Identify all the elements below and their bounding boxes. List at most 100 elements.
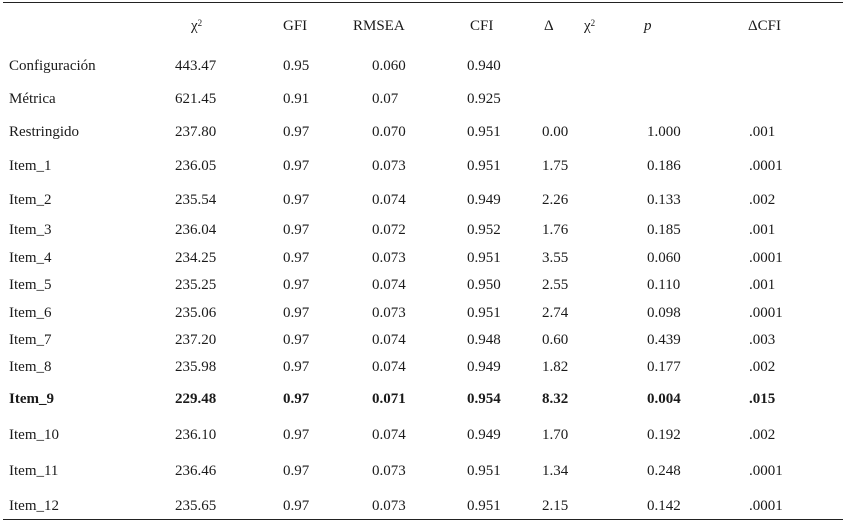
cell-delta-chi-square: 1.75 <box>542 158 569 174</box>
cell-delta-chi-square: 0.60 <box>542 332 569 348</box>
cell-rmsea: 0.070 <box>372 124 406 140</box>
cell-delta-chi-square: 8.32 <box>542 391 569 407</box>
cell-p-value: 1.000 <box>647 124 681 140</box>
cell-delta-cfi: .002 <box>749 359 776 375</box>
cell-delta-cfi: .002 <box>749 427 776 443</box>
cell-delta-chi-square: 1.34 <box>542 463 569 479</box>
cell-delta-cfi: .001 <box>749 124 776 140</box>
row-label: Item_11 <box>9 463 59 479</box>
cell-delta-chi-square: 1.76 <box>542 222 569 238</box>
row-label: Item_3 <box>9 222 52 238</box>
cell-delta-chi-square: 2.55 <box>542 277 569 293</box>
cell-gfi: 0.97 <box>283 277 310 293</box>
cell-delta-cfi: .0001 <box>749 498 783 514</box>
row-label: Item_6 <box>9 305 52 321</box>
row-label: Item_2 <box>9 192 52 208</box>
cell-p-value: 0.142 <box>647 498 681 514</box>
cell-gfi: 0.97 <box>283 391 310 407</box>
cell-gfi: 0.97 <box>283 158 310 174</box>
cell-delta-cfi: .0001 <box>749 305 783 321</box>
row-label: Item_5 <box>9 277 52 293</box>
row-label: Configuración <box>9 58 96 74</box>
cell-gfi: 0.95 <box>283 58 310 74</box>
cell-gfi: 0.97 <box>283 222 310 238</box>
cell-gfi: 0.97 <box>283 305 310 321</box>
row-label: Restringido <box>9 124 79 140</box>
cell-cfi: 0.951 <box>467 305 501 321</box>
header-rmsea: RMSEA <box>353 18 405 34</box>
cell-gfi: 0.97 <box>283 463 310 479</box>
cell-rmsea: 0.073 <box>372 463 406 479</box>
header-p-value: p <box>644 18 652 34</box>
cell-chi-square: 237.20 <box>175 332 217 348</box>
cell-cfi: 0.951 <box>467 158 501 174</box>
cell-cfi: 0.951 <box>467 250 501 266</box>
cell-rmsea: 0.071 <box>372 391 406 407</box>
cell-chi-square: 234.25 <box>175 250 217 266</box>
cell-rmsea: 0.07 <box>372 91 399 107</box>
cell-gfi: 0.97 <box>283 192 310 208</box>
cell-delta-chi-square: 2.26 <box>542 192 569 208</box>
cell-rmsea: 0.073 <box>372 158 406 174</box>
row-label: Item_7 <box>9 332 52 348</box>
cell-chi-square: 235.54 <box>175 192 217 208</box>
cell-chi-square: 621.45 <box>175 91 217 107</box>
cell-cfi: 0.952 <box>467 222 501 238</box>
cell-rmsea: 0.074 <box>372 359 406 375</box>
cell-delta-cfi: .0001 <box>749 463 783 479</box>
cell-p-value: 0.110 <box>647 277 681 293</box>
row-label: Métrica <box>9 91 56 107</box>
cell-gfi: 0.97 <box>283 427 310 443</box>
cell-chi-square: 443.47 <box>175 58 217 74</box>
header-chi-square: χ2 <box>191 18 203 34</box>
cell-cfi: 0.954 <box>467 391 501 407</box>
cell-gfi: 0.97 <box>283 250 310 266</box>
cell-rmsea: 0.073 <box>372 305 406 321</box>
cell-chi-square: 236.46 <box>175 463 217 479</box>
cell-delta-chi-square: 1.70 <box>542 427 569 443</box>
row-label: Item_9 <box>9 391 54 407</box>
cell-delta-chi-square: 2.74 <box>542 305 569 321</box>
cell-cfi: 0.948 <box>467 332 501 348</box>
cell-p-value: 0.186 <box>647 158 681 174</box>
cell-rmsea: 0.060 <box>372 58 406 74</box>
cell-chi-square: 229.48 <box>175 391 217 407</box>
cell-delta-chi-square: 3.55 <box>542 250 569 266</box>
cell-delta-cfi: .001 <box>749 277 776 293</box>
table-top-rule <box>3 2 843 3</box>
cell-delta-cfi: .015 <box>749 391 776 407</box>
row-label: Item_12 <box>9 498 59 514</box>
cell-cfi: 0.949 <box>467 192 501 208</box>
cell-gfi: 0.97 <box>283 359 310 375</box>
cell-p-value: 0.098 <box>647 305 681 321</box>
cell-p-value: 0.192 <box>647 427 681 443</box>
cell-p-value: 0.185 <box>647 222 681 238</box>
cell-rmsea: 0.073 <box>372 498 406 514</box>
row-label: Item_1 <box>9 158 52 174</box>
cell-cfi: 0.949 <box>467 427 501 443</box>
cell-delta-chi-square: 2.15 <box>542 498 569 514</box>
row-label: Item_8 <box>9 359 52 375</box>
cell-delta-cfi: .0001 <box>749 158 783 174</box>
cell-chi-square: 235.06 <box>175 305 217 321</box>
cell-chi-square: 235.25 <box>175 277 217 293</box>
cell-gfi: 0.91 <box>283 91 310 107</box>
cell-rmsea: 0.074 <box>372 427 406 443</box>
header-delta-cfi: ΔCFI <box>748 18 781 34</box>
cell-chi-square: 236.04 <box>175 222 217 238</box>
cell-delta-cfi: .002 <box>749 192 776 208</box>
table-bottom-rule <box>3 519 843 520</box>
header-cfi: CFI <box>470 18 494 34</box>
cell-chi-square: 237.80 <box>175 124 217 140</box>
cell-cfi: 0.940 <box>467 58 501 74</box>
row-label: Item_10 <box>9 427 59 443</box>
cell-delta-chi-square: 1.82 <box>542 359 569 375</box>
cell-cfi: 0.950 <box>467 277 501 293</box>
row-label: Item_4 <box>9 250 52 266</box>
cell-gfi: 0.97 <box>283 124 310 140</box>
cell-delta-cfi: .0001 <box>749 250 783 266</box>
cell-chi-square: 236.05 <box>175 158 217 174</box>
cell-p-value: 0.060 <box>647 250 681 266</box>
cell-p-value: 0.133 <box>647 192 681 208</box>
cell-rmsea: 0.073 <box>372 250 406 266</box>
